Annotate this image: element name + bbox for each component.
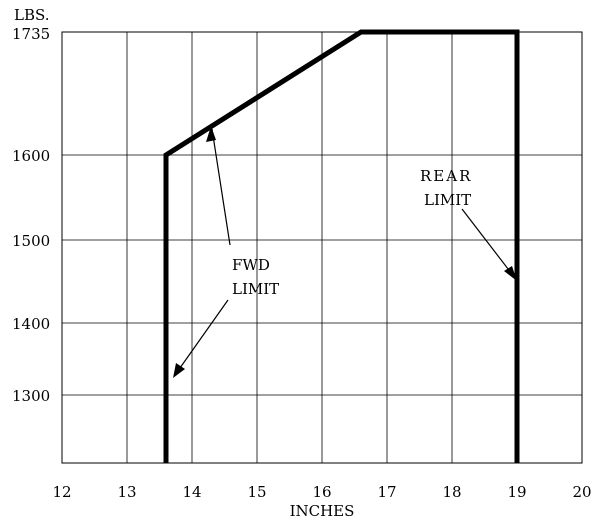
rear-limit-label-line2: LIMIT [424, 191, 471, 209]
y-tick-label: 1400 [12, 315, 50, 333]
x-axis-label: INCHES [290, 502, 355, 520]
y-tick-label: 1735 [12, 25, 50, 43]
fwd-limit-label-line1: FWD [232, 256, 270, 274]
series-layer [163, 29, 520, 464]
x-tick-label: 18 [442, 483, 461, 501]
y-tick-label: 1500 [12, 232, 50, 250]
x-tick-label: 15 [247, 483, 266, 501]
cg-limit-line [163, 29, 520, 463]
plot-frame [61, 31, 583, 464]
x-tick-label: 20 [572, 483, 591, 501]
x-tick-label: 19 [507, 483, 526, 501]
grid-lines [62, 32, 582, 463]
y-tick-labels: 1300 1400 1500 1600 1735 [12, 25, 50, 405]
x-tick-label: 17 [377, 483, 396, 501]
x-tick-label: 14 [182, 483, 201, 501]
x-tick-label: 16 [312, 483, 331, 501]
rear-limit-label-line1: REAR [420, 167, 472, 185]
rear-limit-arrowhead [504, 266, 517, 281]
fwd-limit-arrow-down [174, 299, 229, 376]
fwd-limit-annotation: FWD LIMIT [173, 126, 279, 378]
x-tick-label: 13 [117, 483, 136, 501]
rear-limit-annotation: REAR LIMIT [420, 167, 517, 281]
fwd-limit-label-line2: LIMIT [232, 280, 279, 298]
y-tick-label: 1600 [12, 147, 50, 165]
y-axis-label: LBS. [14, 6, 50, 24]
fwd-limit-arrowhead-up [206, 126, 216, 142]
x-tick-label: 12 [52, 483, 71, 501]
rear-limit-arrow [461, 208, 516, 279]
y-tick-label: 1300 [12, 387, 50, 405]
x-tick-labels: 12 13 14 15 16 17 18 19 20 [52, 483, 591, 501]
fwd-limit-arrow-up [211, 128, 231, 246]
fwd-limit-arrowhead-down [173, 363, 185, 378]
